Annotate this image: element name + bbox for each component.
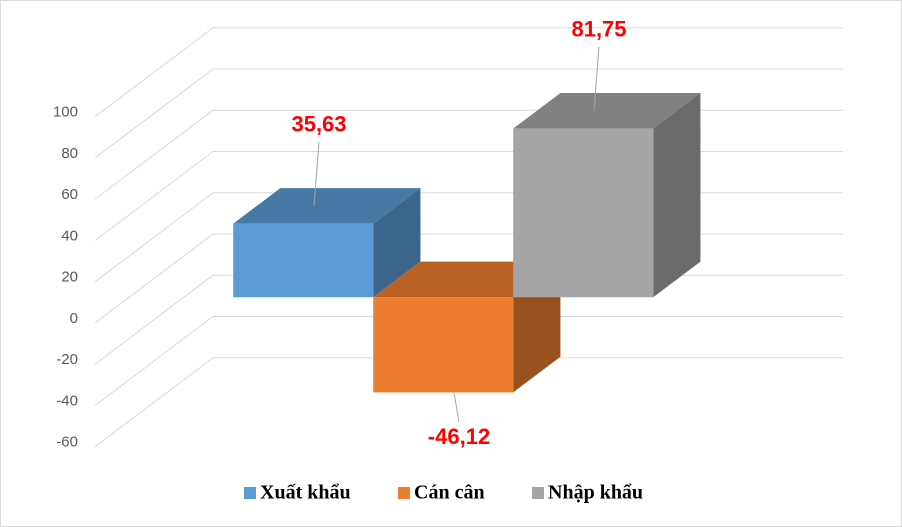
legend-swatch [244, 487, 256, 499]
y-tick-label: 100 [53, 104, 78, 121]
bar-side [653, 92, 701, 298]
grid-line [94, 233, 214, 324]
y-tick-label: 80 [61, 145, 78, 162]
grid-line [94, 357, 214, 448]
legend-swatch [532, 487, 544, 499]
bar-front [373, 297, 514, 393]
value-label: 35,63 [291, 112, 346, 137]
bar-top [513, 92, 701, 129]
value-label: 81,75 [571, 17, 626, 42]
legend-swatch [398, 487, 410, 499]
grid-line [94, 192, 214, 283]
grid-line [94, 27, 214, 118]
leader-line [593, 46, 600, 111]
grid-line [94, 274, 214, 365]
leader-line [313, 141, 320, 206]
grid-line [94, 316, 214, 406]
grid-line [94, 109, 214, 200]
bar-side [373, 188, 421, 298]
legend-label: Nhập khẩu [548, 482, 643, 504]
value-label: -46,12 [428, 424, 490, 449]
y-tick-label: 0 [70, 310, 78, 327]
y-tick-label: 40 [61, 227, 78, 244]
leader-line [453, 392, 460, 423]
bar [233, 188, 421, 298]
legend-label: Xuất khẩu [260, 482, 351, 504]
legend-label: Cán cân [414, 482, 485, 504]
grid-line [94, 68, 214, 159]
y-tick-label: -20 [56, 351, 78, 368]
bar-front [513, 128, 654, 298]
bar [513, 92, 701, 298]
bar-front [233, 223, 374, 298]
y-tick-label: 20 [61, 269, 78, 286]
y-tick-label: -60 [56, 434, 78, 451]
grid-line [94, 151, 214, 241]
y-tick-label: -40 [56, 392, 78, 409]
bar-top [233, 188, 421, 224]
y-tick-label: 60 [61, 186, 78, 203]
